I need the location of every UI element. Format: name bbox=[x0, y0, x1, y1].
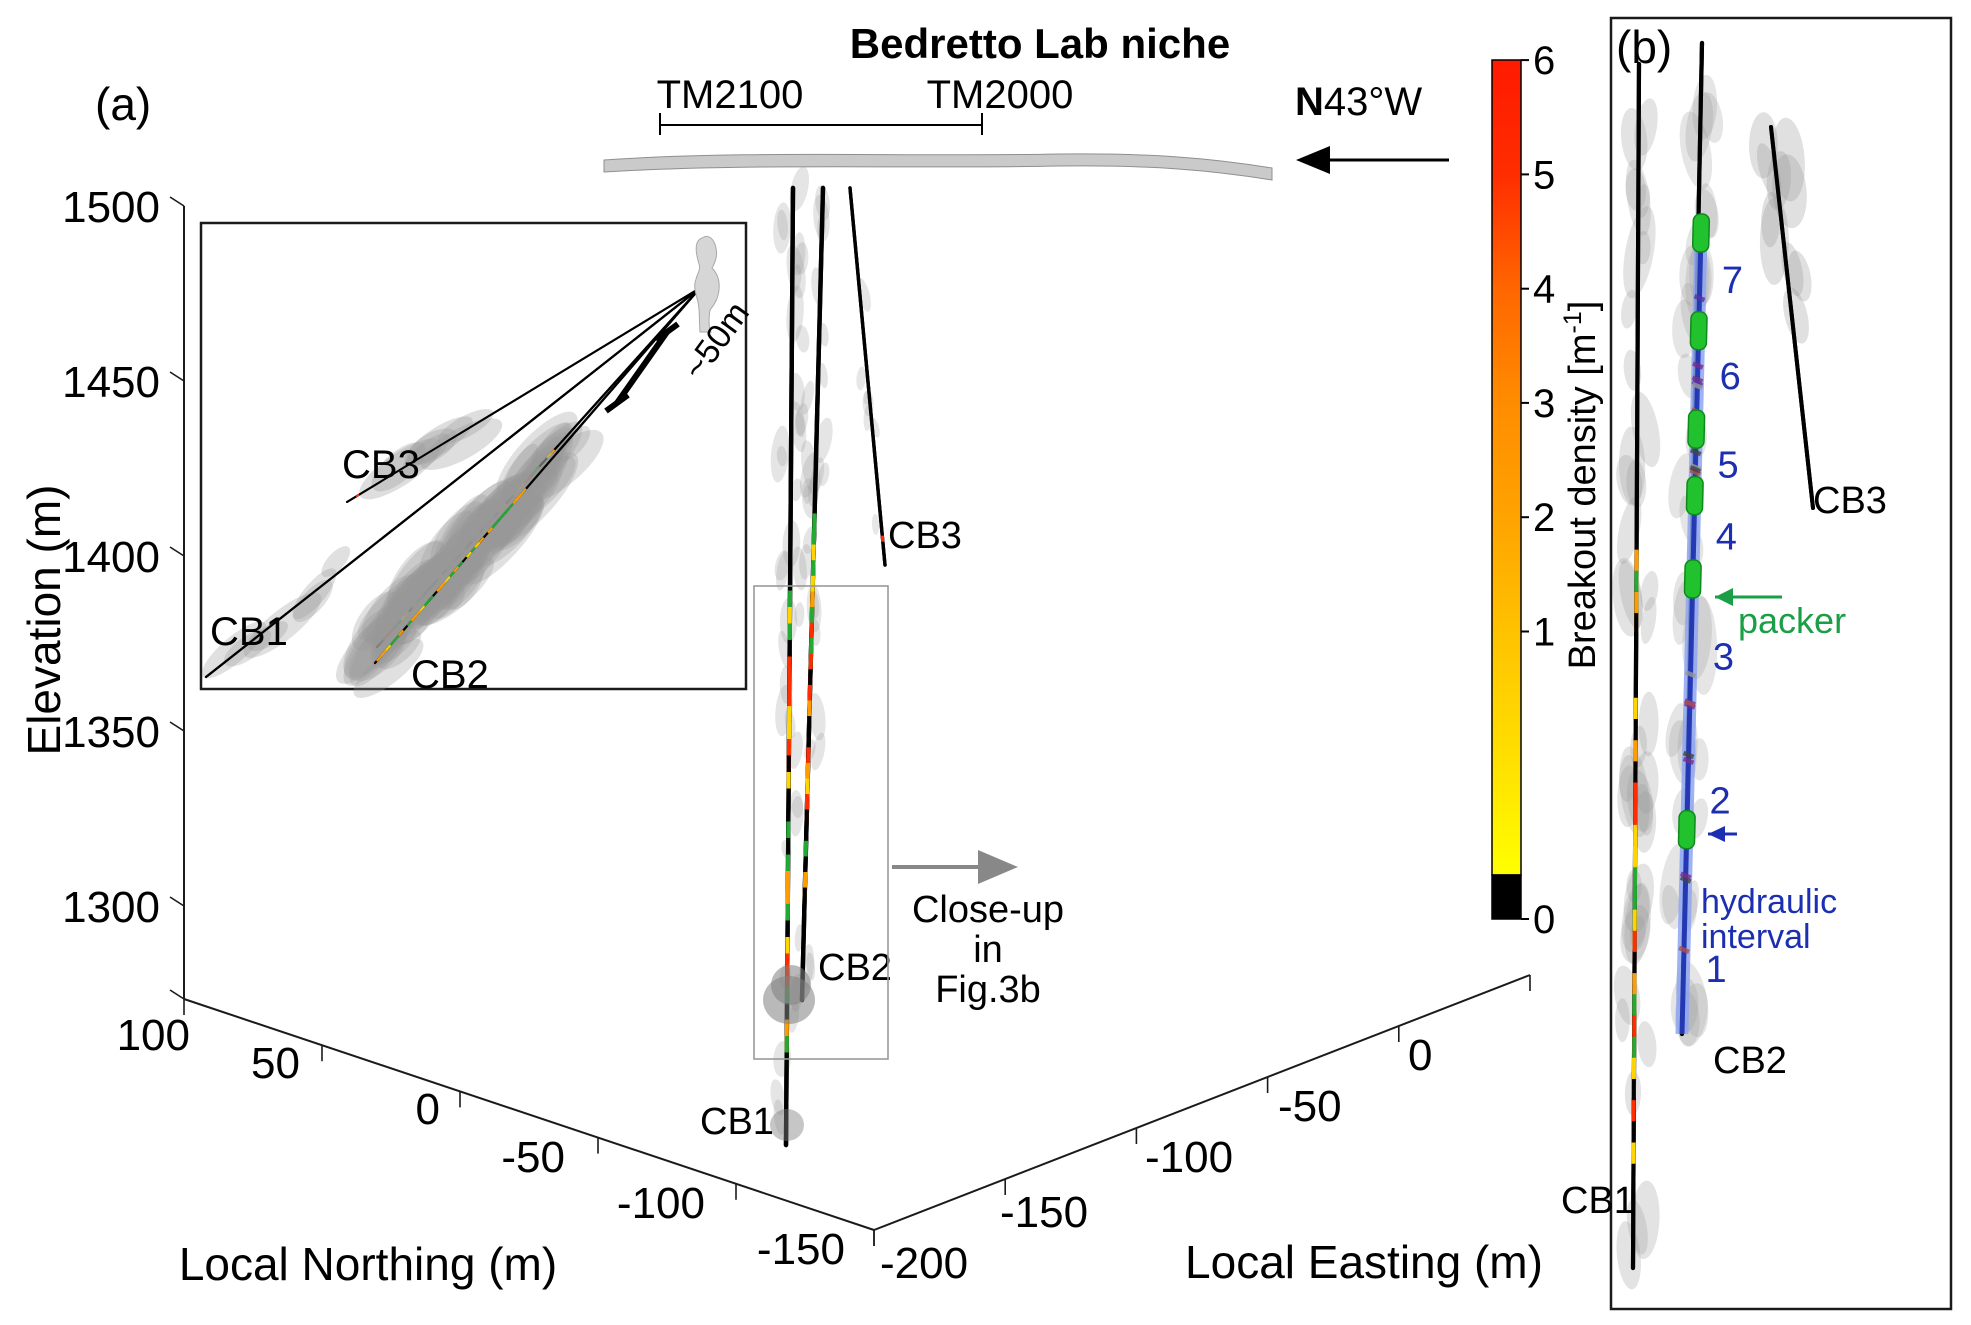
svg-text:CB1: CB1 bbox=[700, 1101, 774, 1143]
svg-text:(a): (a) bbox=[95, 78, 151, 130]
svg-text:0: 0 bbox=[1533, 898, 1555, 942]
svg-text:CB2: CB2 bbox=[411, 653, 489, 697]
svg-text:1: 1 bbox=[1533, 611, 1555, 655]
svg-text:Local Northing (m): Local Northing (m) bbox=[179, 1238, 557, 1290]
svg-text:Bedretto Lab niche: Bedretto Lab niche bbox=[850, 20, 1230, 67]
svg-text:CB3: CB3 bbox=[342, 443, 420, 487]
svg-text:1400: 1400 bbox=[62, 533, 160, 582]
svg-text:in: in bbox=[973, 929, 1003, 971]
svg-text:hydraulic: hydraulic bbox=[1701, 883, 1837, 921]
svg-text:50: 50 bbox=[251, 1039, 300, 1088]
svg-text:N43°W: N43°W bbox=[1295, 80, 1422, 124]
svg-text:1300: 1300 bbox=[62, 883, 160, 932]
svg-text:3: 3 bbox=[1713, 637, 1734, 679]
svg-text:5: 5 bbox=[1533, 153, 1555, 197]
svg-text:CB1: CB1 bbox=[1561, 1180, 1635, 1222]
svg-text:CB1: CB1 bbox=[210, 610, 288, 654]
svg-text:Elevation (m): Elevation (m) bbox=[18, 485, 70, 756]
svg-text:7: 7 bbox=[1722, 260, 1743, 302]
svg-text:-50: -50 bbox=[501, 1133, 565, 1182]
svg-text:6: 6 bbox=[1720, 356, 1741, 398]
svg-text:1350: 1350 bbox=[62, 708, 160, 757]
svg-text:-200: -200 bbox=[880, 1239, 968, 1288]
svg-text:0: 0 bbox=[1408, 1031, 1432, 1080]
svg-text:Breakout density [m-1]: Breakout density [m-1] bbox=[1559, 301, 1604, 670]
svg-text:Close-up: Close-up bbox=[912, 889, 1064, 931]
svg-text:4: 4 bbox=[1533, 268, 1555, 312]
svg-text:1500: 1500 bbox=[62, 183, 160, 232]
svg-text:Fig.3b: Fig.3b bbox=[935, 969, 1041, 1011]
svg-text:-50: -50 bbox=[1278, 1082, 1342, 1131]
svg-text:packer: packer bbox=[1738, 600, 1846, 641]
svg-text:-100: -100 bbox=[617, 1179, 705, 1228]
svg-text:(b): (b) bbox=[1616, 21, 1672, 73]
svg-text:-150: -150 bbox=[757, 1225, 845, 1274]
svg-text:-150: -150 bbox=[1000, 1188, 1088, 1237]
svg-text:100: 100 bbox=[117, 1011, 190, 1060]
svg-text:6: 6 bbox=[1533, 39, 1555, 83]
svg-text:CB2: CB2 bbox=[1713, 1040, 1787, 1082]
svg-text:CB3: CB3 bbox=[1813, 480, 1887, 522]
svg-text:0: 0 bbox=[416, 1085, 440, 1134]
svg-text:-100: -100 bbox=[1145, 1133, 1233, 1182]
svg-text:2: 2 bbox=[1533, 496, 1555, 540]
svg-text:3: 3 bbox=[1533, 382, 1555, 426]
svg-text:interval: interval bbox=[1701, 918, 1811, 956]
svg-text:5: 5 bbox=[1718, 444, 1739, 486]
svg-text:TM2100: TM2100 bbox=[657, 73, 804, 117]
svg-text:2: 2 bbox=[1710, 781, 1731, 823]
svg-text:CB2: CB2 bbox=[818, 947, 892, 989]
svg-text:CB3: CB3 bbox=[888, 515, 962, 557]
svg-text:Local Easting (m): Local Easting (m) bbox=[1185, 1236, 1543, 1288]
svg-text:1450: 1450 bbox=[62, 358, 160, 407]
svg-text:TM2000: TM2000 bbox=[927, 73, 1074, 117]
svg-text:4: 4 bbox=[1716, 516, 1737, 558]
